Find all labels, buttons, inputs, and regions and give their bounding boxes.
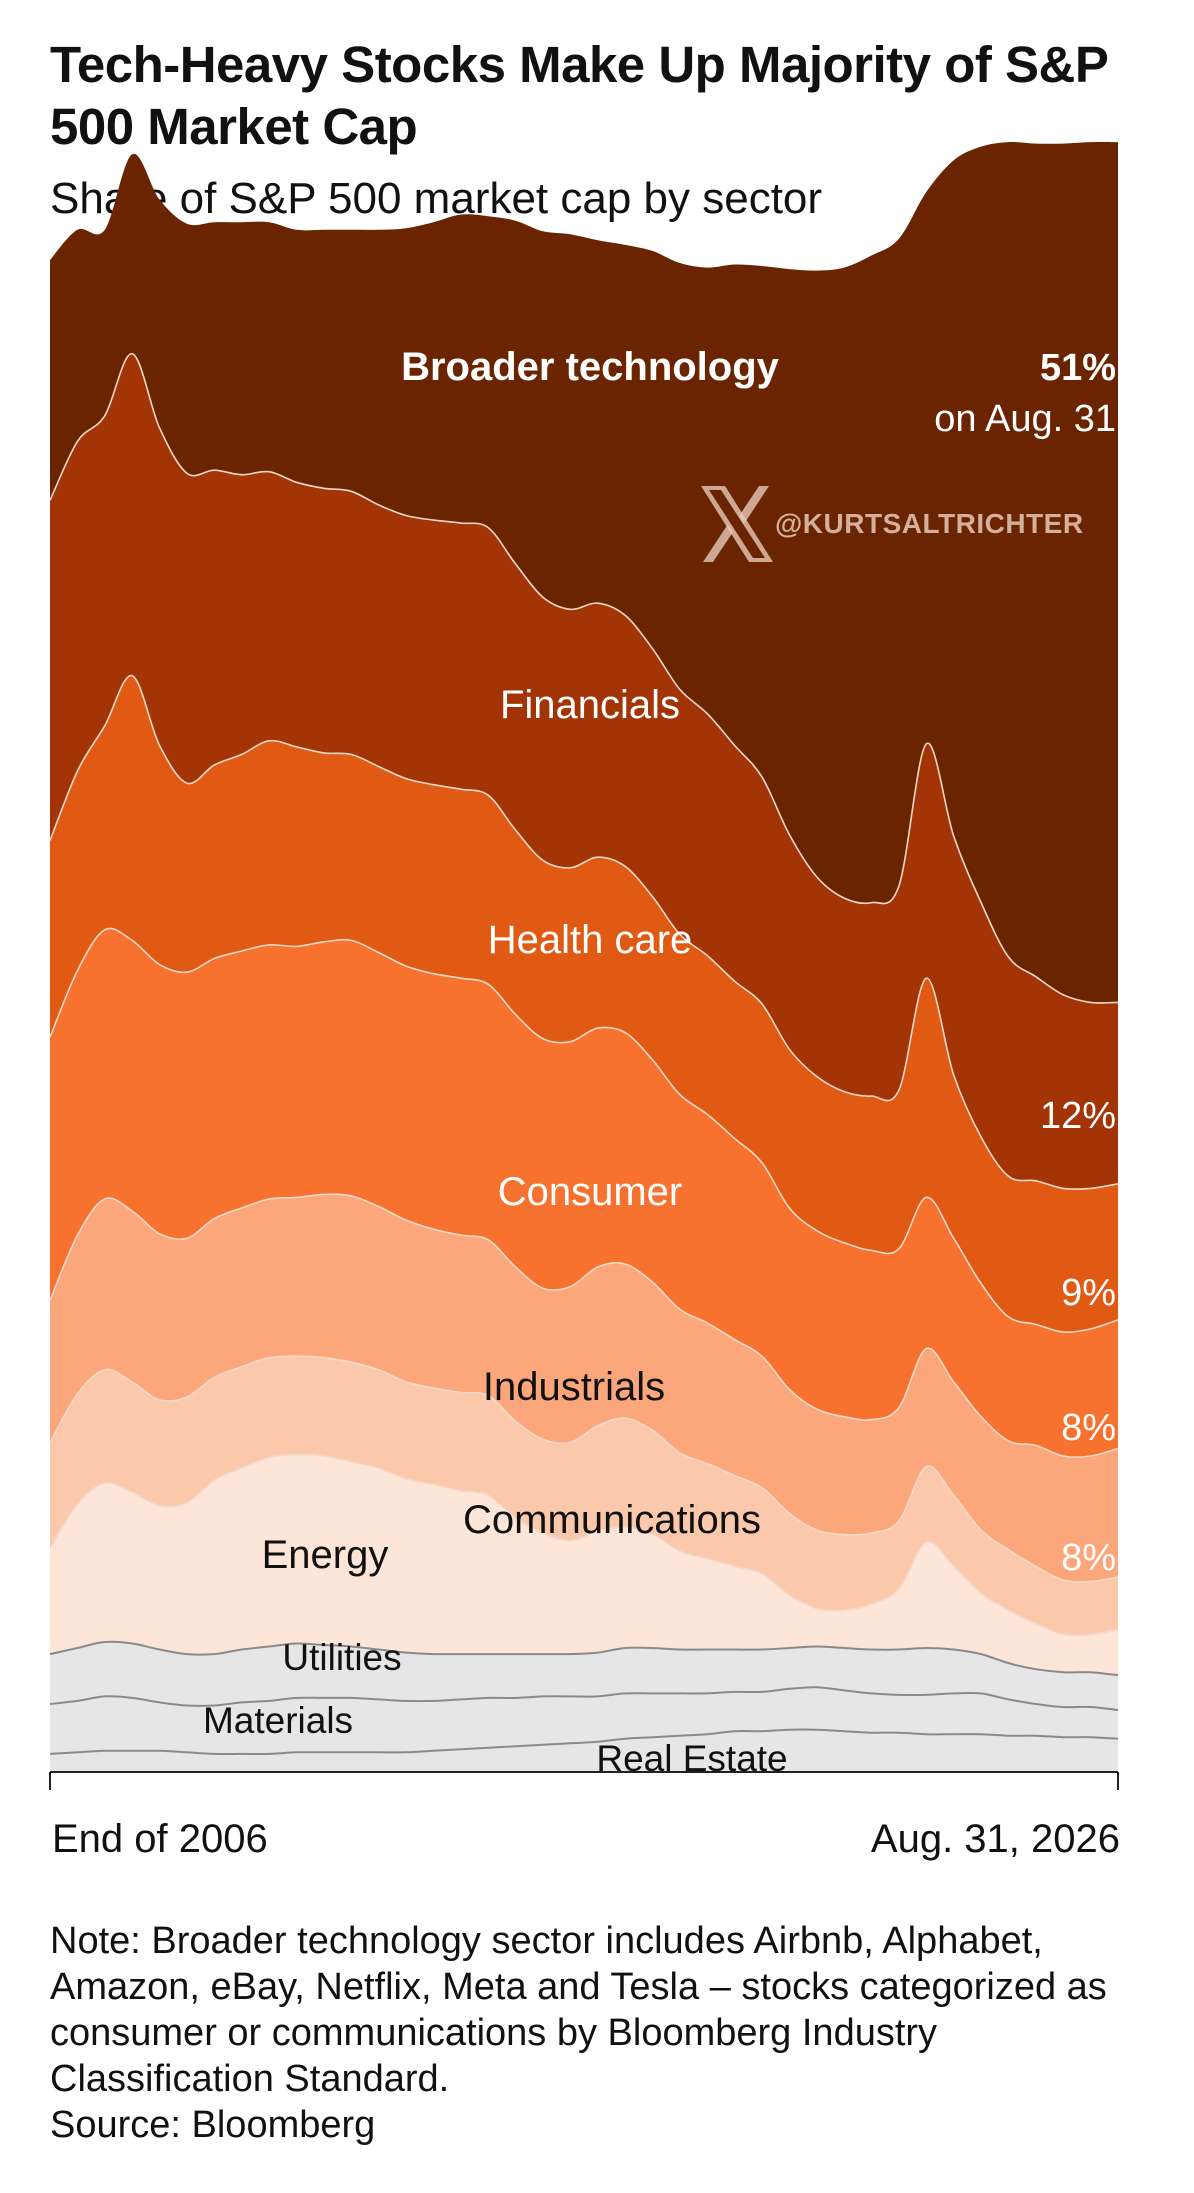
x-axis: End of 2006 Aug. 31, 2026 — [49, 1771, 1120, 1861]
series-label-communications: Communications — [463, 1498, 761, 1542]
date-label-broader-technology: on Aug. 31 — [934, 398, 1116, 440]
value-label-health-care: 9% — [1061, 1272, 1116, 1314]
watermark-handle: @KURTSALTRICHTER — [775, 508, 1084, 539]
value-label-financials: 12% — [1040, 1095, 1116, 1137]
series-label-energy: Energy — [262, 1533, 389, 1577]
boundary-line-health-care — [49, 674, 1119, 1190]
area-real-estate — [50, 1729, 1118, 1772]
boundary-line-energy — [49, 1453, 1119, 1637]
chart-note: Note: Broader technology sector includes… — [50, 1920, 1107, 2100]
area-layers — [49, 141, 1119, 1772]
boundary-line-communications — [49, 1355, 1119, 1583]
chart-source: Source: Bloomberg — [50, 2104, 376, 2146]
series-label-health-care: Health care — [488, 918, 693, 962]
series-label-materials: Materials — [203, 1700, 353, 1741]
chart-title: Tech-Heavy Stocks Make Up Majority of S&… — [50, 36, 1108, 155]
x-logo-icon — [701, 486, 773, 562]
watermark: @KURTSALTRICHTER — [695, 482, 1083, 568]
series-label-utilities: Utilities — [282, 1637, 401, 1678]
boundary-line-materials — [49, 1686, 1119, 1711]
value-label-consumer: 8% — [1061, 1407, 1116, 1449]
area-labels: Real EstateMaterialsUtilitiesEnergyCommu… — [203, 345, 1116, 1779]
value-label-broader-technology: 51% — [1040, 347, 1116, 389]
value-label-industrials: 8% — [1061, 1537, 1116, 1579]
series-label-financials: Financials — [500, 683, 680, 727]
boundary-line-financials — [49, 352, 1119, 1004]
x-tick-label-start: End of 2006 — [52, 1817, 268, 1861]
series-label-broader-technology: Broader technology — [401, 345, 780, 389]
series-label-industrials: Industrials — [483, 1365, 665, 1409]
series-label-consumer: Consumer — [498, 1170, 683, 1214]
boundary-line-utilities — [49, 1640, 1119, 1677]
boundary-line-consumer — [49, 927, 1119, 1333]
boundary-line-industrials — [49, 1193, 1119, 1458]
x-tick-label-end: Aug. 31, 2026 — [871, 1817, 1120, 1861]
boundary-line-real-estate — [49, 1728, 1119, 1755]
chart-subtitle: Share of S&P 500 market cap by sector — [50, 174, 823, 223]
